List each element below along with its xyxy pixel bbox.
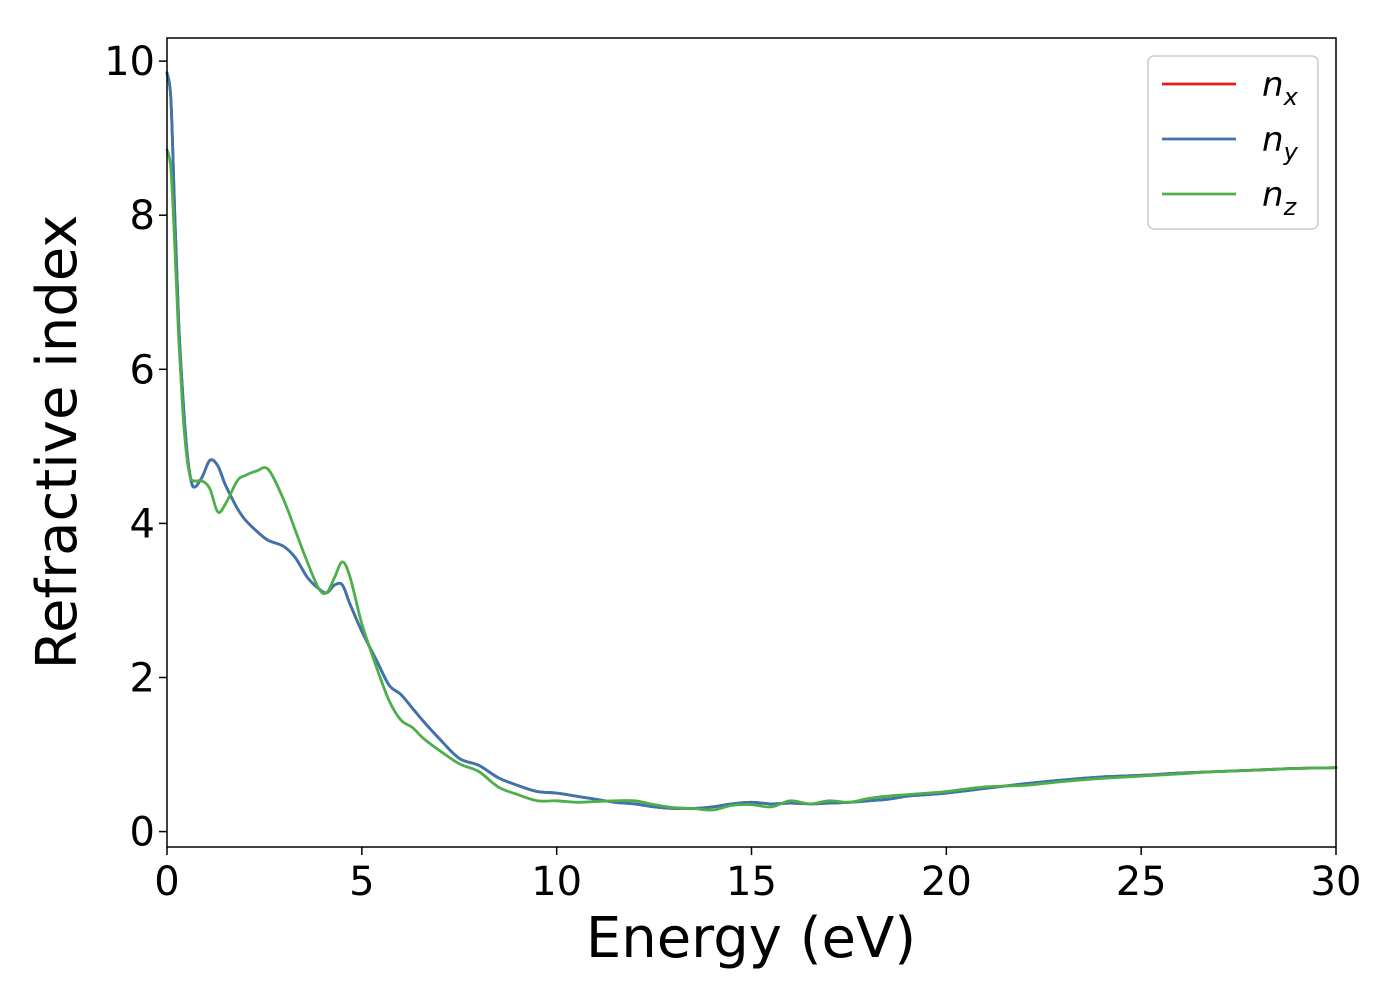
- y-tick-label: 8: [130, 193, 155, 239]
- x-axis-label: Energy (eV): [586, 906, 916, 971]
- y-axis-label: Refractive index: [25, 215, 90, 670]
- legend-label-nx: nx: [1262, 65, 1299, 111]
- y-tick-label: 0: [130, 810, 155, 856]
- series-line-ny: [165, 71, 1338, 811]
- x-axis: 0 5 10 15 20 25 30: [154, 847, 1361, 905]
- x-tick-label: 20: [921, 859, 972, 905]
- y-tick-label: 4: [130, 501, 155, 547]
- x-tick-label: 5: [349, 859, 374, 905]
- legend-label-ny: ny: [1262, 120, 1299, 166]
- y-tick-label: 2: [130, 655, 155, 701]
- x-tick-label: 25: [1116, 859, 1167, 905]
- x-tick-label: 15: [726, 859, 777, 905]
- series-lines: [165, 71, 1338, 812]
- y-axis: 0 2 4 6 8 10: [104, 39, 167, 856]
- legend: nx ny nz: [1147, 55, 1319, 230]
- x-tick-label: 30: [1311, 859, 1362, 905]
- y-tick-label: 6: [130, 347, 155, 393]
- x-tick-label: 0: [154, 859, 179, 905]
- y-tick-label: 10: [104, 39, 155, 85]
- legend-label-nz: nz: [1262, 175, 1298, 221]
- legend-box: [1147, 55, 1319, 230]
- series-line-nz: [165, 148, 1338, 812]
- x-tick-label: 10: [531, 859, 582, 905]
